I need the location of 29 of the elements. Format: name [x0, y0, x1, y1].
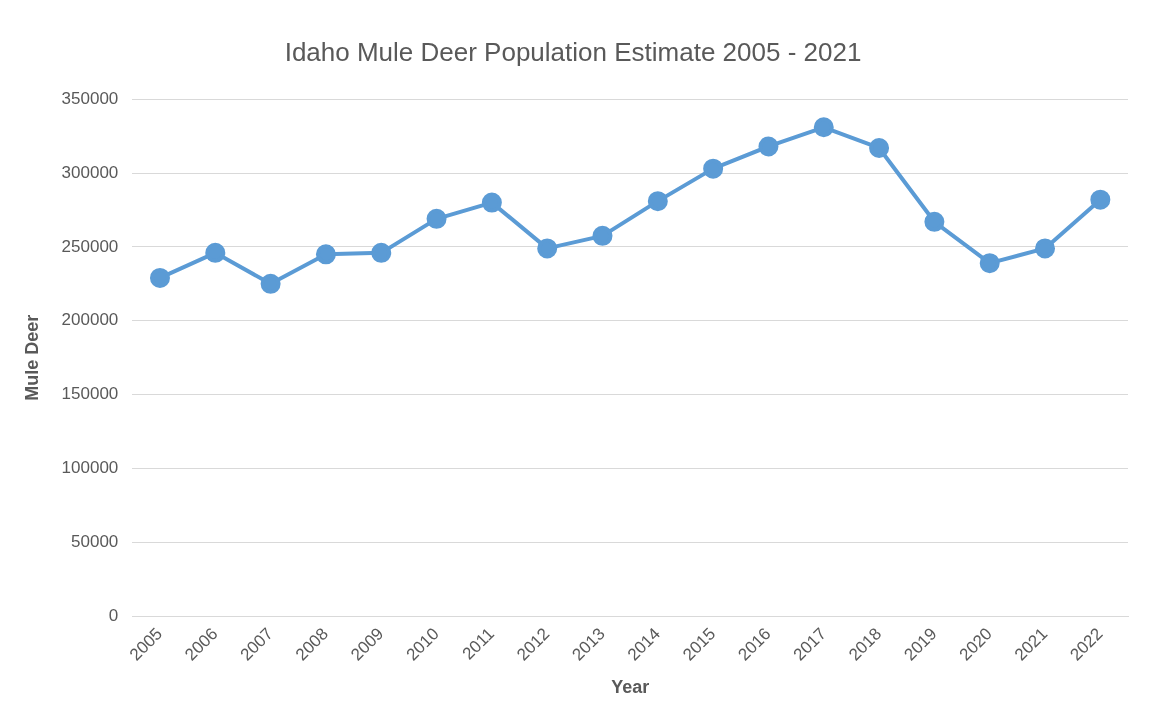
point: [592, 225, 613, 246]
point: [537, 238, 558, 259]
point: [647, 191, 668, 212]
point: [371, 242, 392, 263]
point: [205, 242, 226, 263]
point: [979, 253, 1000, 274]
point: [869, 137, 890, 158]
chart-title: Idaho Mule Deer Population Estimate 2005 - 2021: [284, 36, 862, 67]
point: [813, 117, 834, 138]
y-axis-title: Mule Deer: [21, 314, 42, 401]
point: [315, 244, 336, 265]
point: [924, 211, 945, 232]
point: [481, 192, 502, 213]
point: [149, 267, 170, 288]
point: [758, 136, 779, 157]
y-tick-label: 50000: [71, 532, 119, 552]
point: [1090, 189, 1111, 210]
y-tick-label: 200000: [61, 310, 119, 330]
y-tick-label: 100000: [61, 458, 119, 478]
point: [703, 158, 724, 179]
x-axis-title: Year: [611, 677, 650, 698]
point: [1035, 238, 1056, 259]
point: [426, 208, 447, 229]
y-tick-label: 250000: [61, 236, 119, 256]
y-tick-label: 0: [108, 605, 119, 625]
y-tick-label: 300000: [61, 162, 119, 182]
y-tick-label: 350000: [61, 88, 119, 108]
y-tick-label: 150000: [61, 384, 119, 404]
point: [260, 273, 281, 294]
